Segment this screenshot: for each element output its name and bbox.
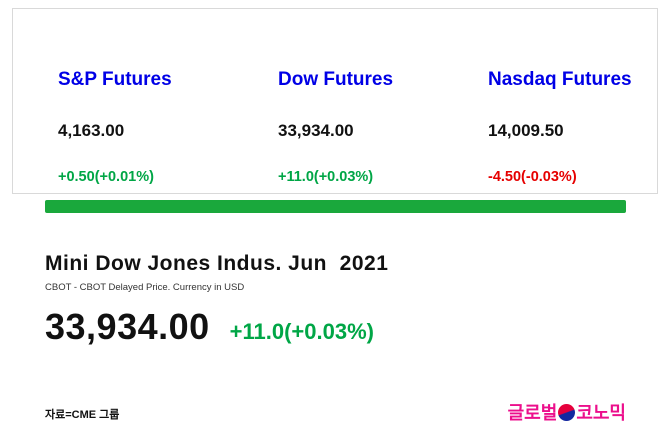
- source-credit: 자료=CME 그룹: [45, 409, 120, 421]
- futures-quote-box: S&P Futures 4,163.00 +0.50(+0.01%) Dow F…: [12, 8, 658, 194]
- futures-change: -4.50(-0.03%): [488, 169, 577, 185]
- contract-price-row: 33,934.00 +11.0(+0.03%): [45, 306, 374, 348]
- futures-value: 4,163.00: [58, 121, 125, 140]
- contract-title: Mini Dow Jones Indus. Jun 2021: [45, 252, 389, 275]
- futures-label: Nasdaq Futures: [488, 69, 632, 90]
- futures-change: +11.0(+0.03%): [278, 169, 374, 185]
- futures-value: 14,009.50: [488, 121, 564, 140]
- divider-bar: [45, 200, 626, 213]
- contract-price: 33,934.00: [45, 306, 210, 347]
- futures-value: 33,934.00: [278, 121, 354, 140]
- contract-subtitle: CBOT - CBOT Delayed Price. Currency in U…: [45, 282, 245, 293]
- contract-change: +11.0(+0.03%): [229, 319, 374, 344]
- logo-text-suffix: 코노믹: [576, 403, 626, 423]
- logo-text-prefix: 글로벌: [507, 403, 558, 423]
- futures-label: Dow Futures: [278, 69, 394, 90]
- publisher-logo: 글로벌 코노믹: [508, 399, 626, 425]
- futures-change: +0.50(+0.01%): [58, 169, 154, 185]
- futures-label: S&P Futures: [58, 69, 172, 90]
- taegeuk-circle-icon: [558, 403, 576, 421]
